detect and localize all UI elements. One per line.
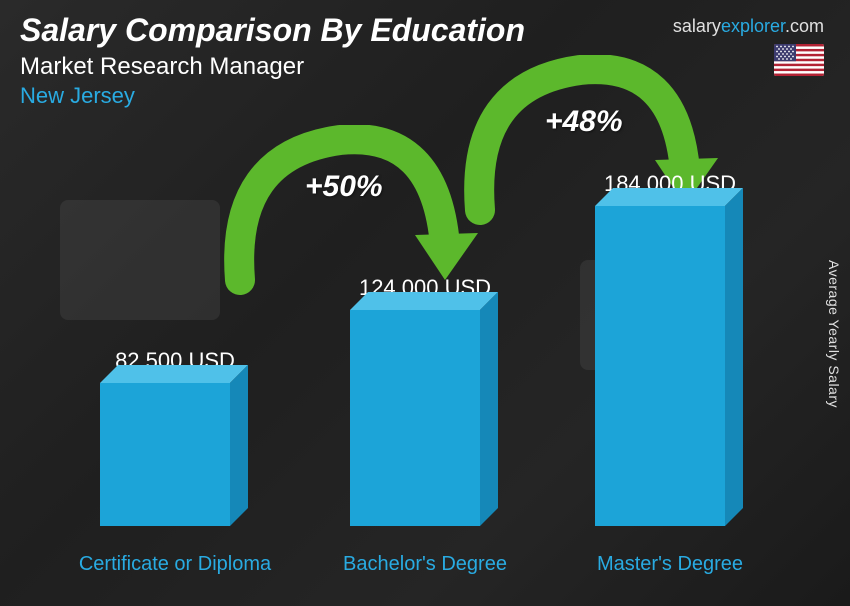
chart-area: +50% +48% 82,500 USD Certificate or Dipl… xyxy=(60,130,770,586)
chart-subtitle: Market Research Manager xyxy=(20,53,830,81)
chart-location: New Jersey xyxy=(20,83,830,109)
pct-increase-1: +50% xyxy=(305,170,383,204)
flag-icon xyxy=(774,44,824,76)
watermark: salaryexplorer.com xyxy=(673,16,824,37)
watermark-prefix: salary xyxy=(673,16,721,36)
pct-increase-2: +48% xyxy=(545,105,623,139)
watermark-accent: explorer xyxy=(721,16,785,36)
bar-category-3: Master's Degree xyxy=(570,553,770,576)
bar-category-1: Certificate or Diploma xyxy=(75,553,275,576)
watermark-suffix: .com xyxy=(785,16,824,36)
y-axis-label: Average Yearly Salary xyxy=(826,260,842,408)
bar-category-2: Bachelor's Degree xyxy=(325,553,525,576)
